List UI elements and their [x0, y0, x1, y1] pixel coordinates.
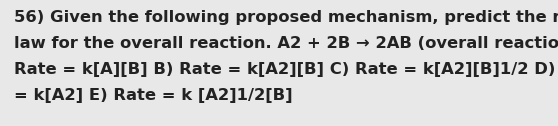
Text: = k[A2] E) Rate = k [A2]1/2[B]: = k[A2] E) Rate = k [A2]1/2[B]	[14, 88, 292, 103]
Text: law for the overall reaction. A2 + 2B → 2AB (overall reaction) A): law for the overall reaction. A2 + 2B → …	[14, 36, 558, 51]
Text: 56) Given the following proposed mechanism, predict the rate: 56) Given the following proposed mechani…	[14, 10, 558, 25]
Text: Rate = k[A][B] B) Rate = k[A2][B] C) Rate = k[A2][B]1/2 D) Rate: Rate = k[A][B] B) Rate = k[A2][B] C) Rat…	[14, 62, 558, 77]
